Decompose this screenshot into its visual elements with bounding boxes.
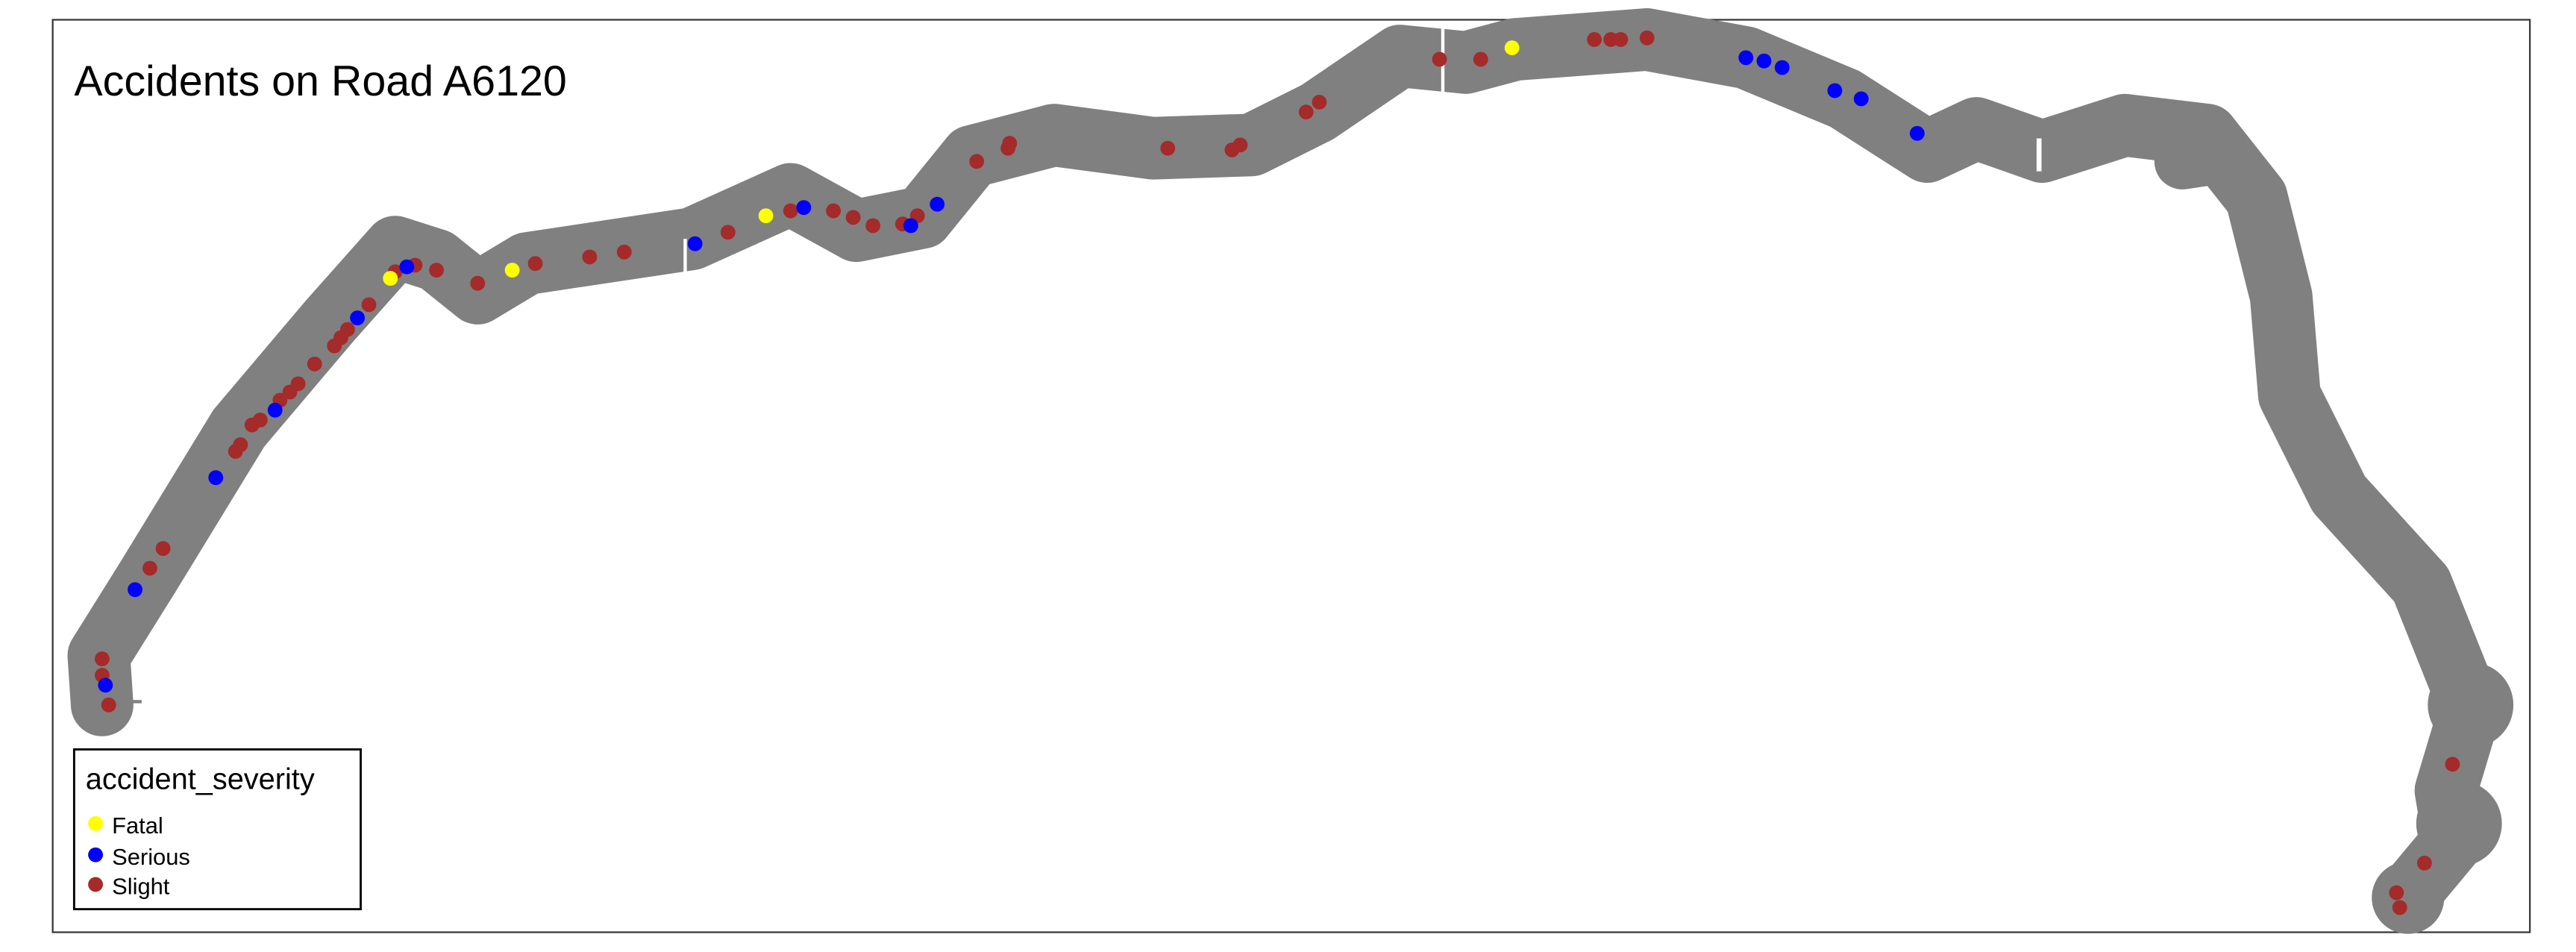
accident-serious bbox=[399, 259, 415, 275]
accident-fatal bbox=[383, 271, 398, 286]
accident-slight bbox=[865, 218, 881, 234]
accident-slight bbox=[1160, 140, 1176, 156]
accident-slight bbox=[1473, 51, 1488, 67]
accident-slight bbox=[2445, 757, 2460, 772]
road-buffer-blob bbox=[2428, 662, 2514, 748]
accident-slight bbox=[361, 297, 377, 313]
accident-serious bbox=[98, 677, 113, 693]
accident-serious bbox=[1774, 60, 1790, 75]
map-frame bbox=[51, 19, 2531, 933]
accident-slight bbox=[527, 256, 543, 272]
legend-swatch-slight bbox=[88, 877, 103, 892]
accident-slight bbox=[307, 356, 322, 372]
accident-slight bbox=[142, 560, 157, 576]
accident-serious bbox=[796, 200, 812, 216]
legend-label-serious: Serious bbox=[112, 844, 190, 870]
legend-title: accident_severity bbox=[86, 762, 315, 795]
accident-serious bbox=[903, 218, 918, 234]
legend-label-fatal: Fatal bbox=[112, 812, 163, 839]
accident-fatal bbox=[1504, 40, 1520, 55]
accident-slight bbox=[155, 541, 171, 557]
legend-label-slight: Slight bbox=[112, 874, 170, 900]
accident-slight bbox=[616, 244, 632, 260]
accident-serious bbox=[1853, 91, 1869, 107]
accident-slight bbox=[1311, 94, 1327, 110]
accident-serious bbox=[350, 310, 366, 326]
accident-slight bbox=[470, 275, 486, 291]
road-buffer-spur bbox=[2154, 128, 2244, 190]
legend: accident_severity Fatal Serious Slight bbox=[72, 748, 362, 911]
map-title: Accidents on Road A6120 bbox=[74, 57, 566, 105]
accident-slight bbox=[2389, 885, 2404, 901]
road-buffer-blob bbox=[2416, 780, 2502, 867]
accident-serious bbox=[1756, 53, 1772, 69]
accident-serious bbox=[1909, 125, 1925, 141]
accident-slight bbox=[339, 322, 355, 337]
accident-slight bbox=[969, 154, 985, 169]
accident-points-fatal bbox=[383, 40, 1520, 286]
accident-slight bbox=[101, 697, 116, 713]
accident-slight bbox=[720, 225, 736, 240]
road-buffer-blob bbox=[2372, 861, 2445, 934]
accident-serious bbox=[1738, 50, 1754, 66]
accident-slight bbox=[1232, 137, 1248, 153]
accident-points-serious bbox=[98, 50, 1925, 693]
accident-slight bbox=[1613, 32, 1629, 47]
accident-slight bbox=[429, 263, 445, 278]
accident-serious bbox=[930, 196, 945, 212]
accident-slight bbox=[252, 413, 268, 428]
accident-slight bbox=[1432, 51, 1447, 67]
accident-serious bbox=[267, 402, 283, 418]
accident-slight bbox=[582, 249, 598, 265]
legend-swatch-serious bbox=[88, 847, 103, 862]
accident-slight bbox=[2416, 855, 2432, 871]
accident-slight bbox=[1639, 30, 1655, 46]
accident-slight bbox=[1298, 104, 1314, 120]
accident-slight bbox=[233, 437, 248, 452]
legend-swatch-fatal bbox=[88, 815, 103, 831]
accident-fatal bbox=[504, 263, 520, 278]
accident-fatal bbox=[758, 208, 774, 224]
accident-serious bbox=[1827, 83, 1843, 98]
accident-slight bbox=[2392, 900, 2407, 915]
accident-slight bbox=[1002, 136, 1018, 151]
accident-slight bbox=[94, 651, 110, 666]
accident-slight bbox=[290, 376, 306, 392]
accident-serious bbox=[208, 470, 224, 486]
accident-slight bbox=[783, 203, 798, 219]
accident-slight bbox=[1587, 32, 1602, 47]
accident-serious bbox=[128, 582, 142, 598]
accident-serious bbox=[687, 236, 703, 251]
legend-box bbox=[72, 748, 362, 911]
accident-slight bbox=[826, 203, 842, 219]
accident-slight bbox=[845, 210, 861, 225]
